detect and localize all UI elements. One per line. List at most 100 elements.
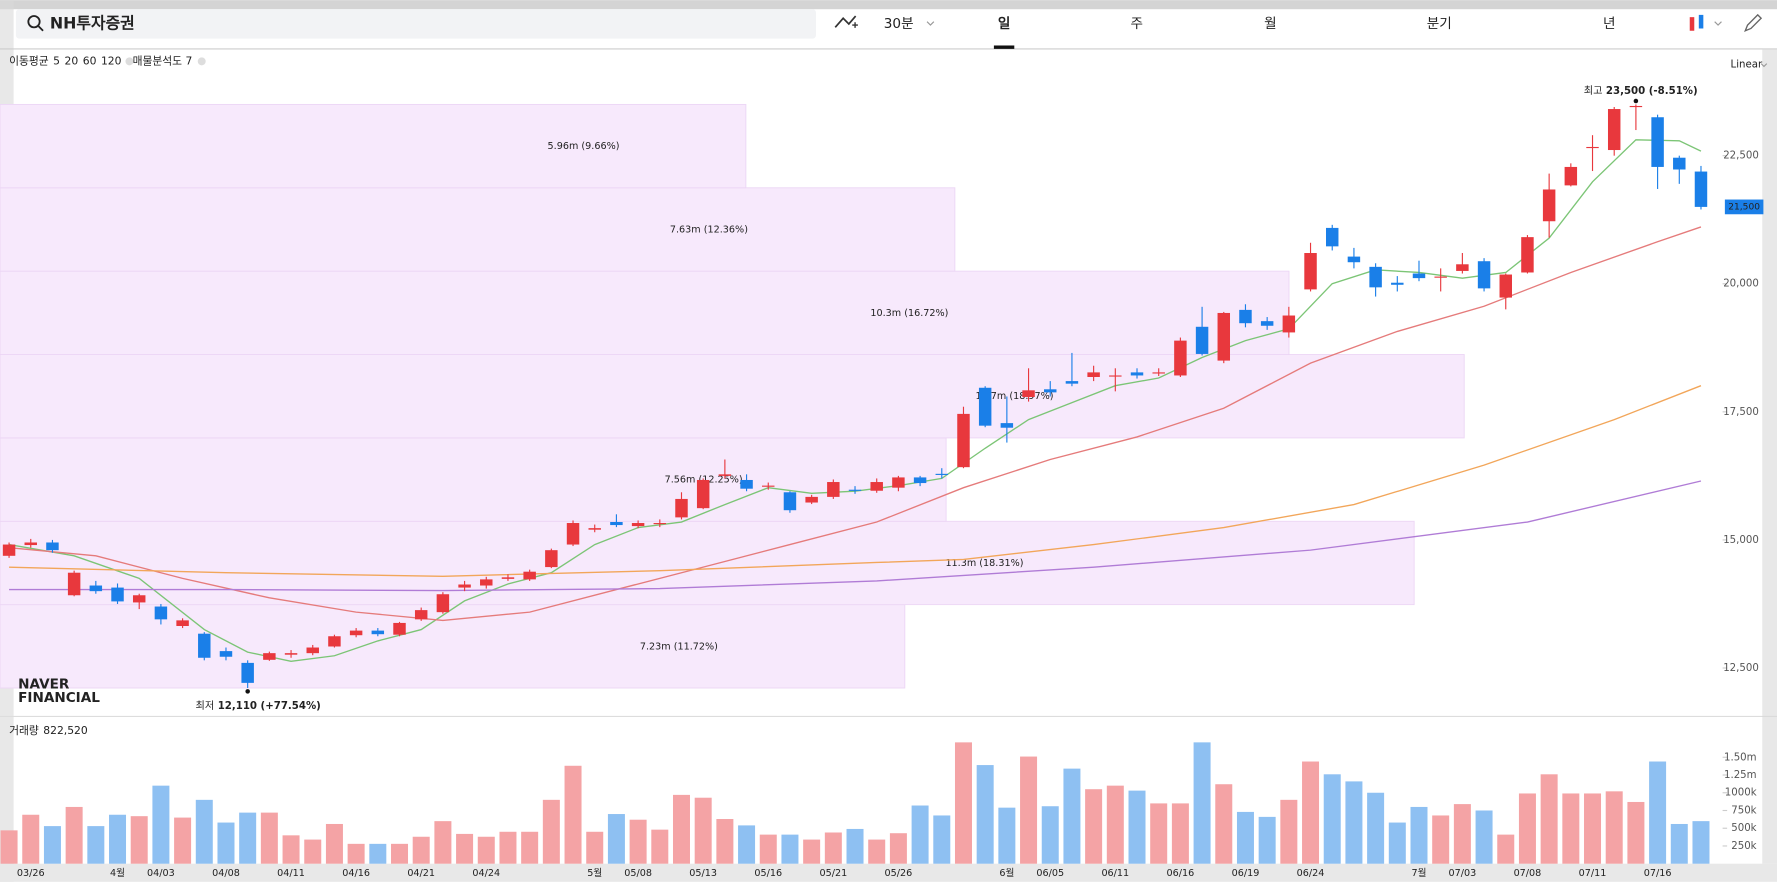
x-tick-label: 05/08 <box>624 868 652 879</box>
volume-bar <box>1041 806 1059 864</box>
volume-bar <box>109 814 127 864</box>
candle-body <box>1044 389 1057 393</box>
period-tab[interactable]: 일 <box>998 16 1011 32</box>
volume-bar <box>499 831 517 864</box>
candle-body <box>371 630 385 635</box>
volume-bar <box>130 816 148 864</box>
chart-type-icon[interactable] <box>834 15 857 28</box>
candle-body <box>154 606 168 620</box>
volume-bar <box>304 839 322 864</box>
candle-body <box>545 550 558 568</box>
period-tab[interactable]: 주 <box>1130 16 1143 32</box>
profile-bar <box>0 187 956 272</box>
period-tab[interactable]: 월 <box>1264 16 1276 32</box>
volume-bar <box>1670 823 1688 864</box>
volume-bar <box>174 817 192 864</box>
volume-bar <box>1193 742 1211 864</box>
volume-bar <box>803 839 821 864</box>
candle-body <box>1651 117 1664 167</box>
x-tick-label: 04/03 <box>147 868 175 879</box>
candle-body <box>1022 390 1035 397</box>
volume-bar <box>1367 792 1385 864</box>
date-axis-bg <box>0 863 1777 882</box>
candle-body <box>480 579 493 586</box>
y-tick-label: 17,500 <box>1723 407 1759 418</box>
period-tab[interactable]: 30분 <box>884 16 914 32</box>
candle-body <box>1260 321 1274 326</box>
period-tab[interactable]: 년 <box>1603 16 1616 32</box>
candle-body <box>1607 109 1621 151</box>
x-tick-label: 07/03 <box>1449 868 1477 879</box>
search-icon <box>27 15 41 29</box>
candle-body <box>328 636 341 647</box>
volume-bar <box>369 843 387 864</box>
volume-bar <box>1171 803 1189 864</box>
volume-bar <box>933 815 951 864</box>
draw-icon[interactable] <box>1744 13 1763 32</box>
candle-body <box>783 492 797 511</box>
volume-bar <box>911 805 929 864</box>
candle-icon[interactable] <box>1698 14 1704 29</box>
x-tick-label: 04/08 <box>212 868 240 879</box>
volume-bar <box>781 834 799 864</box>
candle-body <box>1304 253 1317 290</box>
remove-icon[interactable] <box>125 57 134 66</box>
x-tick-label: 07/16 <box>1644 868 1672 879</box>
volume-bar <box>1649 761 1667 864</box>
frame-right <box>1762 48 1777 864</box>
x-tick-label: 06/19 <box>1232 868 1260 879</box>
x-tick-label: 05/16 <box>754 868 782 879</box>
candle-body <box>241 662 254 683</box>
volume-tick-label: 1000k <box>1725 788 1757 799</box>
candle-body <box>610 521 623 526</box>
volume-bar <box>1345 781 1363 864</box>
candle-body <box>111 587 124 602</box>
volume-bar <box>1605 791 1623 864</box>
candle-body <box>198 633 211 658</box>
candle-body <box>653 523 667 525</box>
volume-bar <box>542 799 560 864</box>
volume-bar <box>1085 789 1103 864</box>
chevron <box>926 21 935 26</box>
volume-bar <box>954 742 972 864</box>
candle-body <box>1499 274 1512 298</box>
volume-bar <box>1584 793 1602 864</box>
volume-bar <box>976 765 994 864</box>
profile-bar <box>0 354 1465 439</box>
profile-label: 5.96m (9.66%) <box>548 141 620 152</box>
candle-body <box>1325 227 1339 247</box>
volume-bar <box>1692 821 1710 864</box>
candle-body <box>436 594 450 613</box>
candle-body <box>1369 266 1382 288</box>
volume-bar <box>1258 816 1276 864</box>
candle-body <box>263 653 276 660</box>
volume-bar <box>1215 784 1233 864</box>
volume-tick-label: 500k <box>1731 823 1756 834</box>
search-text[interactable]: NH투자증권 <box>50 13 135 32</box>
volume-bar <box>0 830 18 864</box>
period-tab[interactable]: 분기 <box>1427 16 1452 32</box>
search-box[interactable] <box>15 9 816 39</box>
x-tick-label: 04/21 <box>407 868 435 879</box>
candle-body <box>1087 372 1100 377</box>
candle-body <box>414 610 428 620</box>
candle-body <box>1217 312 1231 361</box>
volume-bar <box>564 765 582 864</box>
candle-body <box>1000 423 1014 428</box>
x-tick-label: 05/26 <box>885 868 913 879</box>
volume-bar <box>521 831 539 864</box>
profile-bar <box>0 437 947 522</box>
candle-body <box>827 482 840 497</box>
volume-bar <box>1323 774 1341 864</box>
y-tick-label: 20,000 <box>1723 279 1759 290</box>
candle-body <box>718 474 732 476</box>
watermark: NAVER <box>18 677 70 693</box>
candle-icon[interactable] <box>1689 17 1695 31</box>
remove-icon[interactable] <box>197 57 206 66</box>
candle-body <box>1694 171 1708 207</box>
y-tick-label: 15,000 <box>1723 535 1759 546</box>
scale-label[interactable]: Linear <box>1731 60 1763 71</box>
extreme-dot <box>245 689 250 694</box>
volume-bar <box>1063 768 1081 864</box>
